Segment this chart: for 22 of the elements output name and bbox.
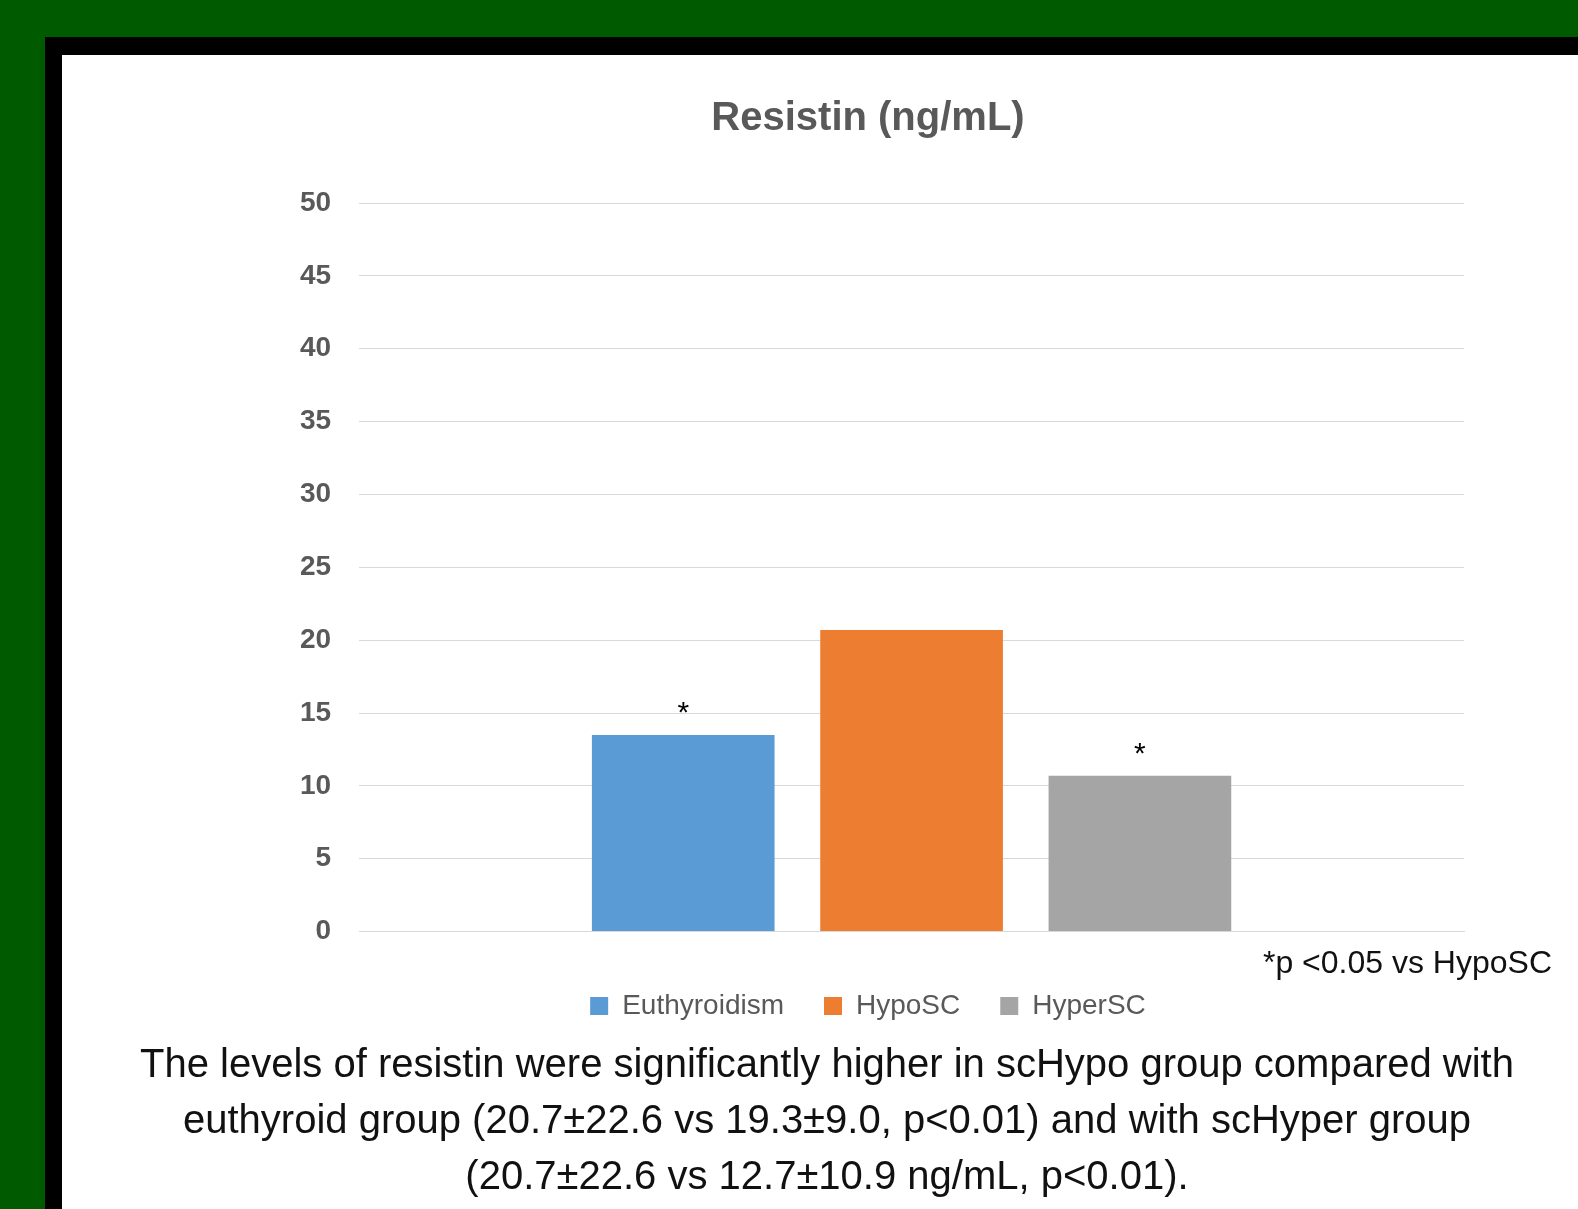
bar: [820, 629, 1003, 932]
y-tick-label: 5: [315, 841, 332, 873]
y-tick-label: 20: [299, 622, 332, 654]
data-label: *: [1134, 735, 1147, 769]
y-tick-label: 40: [299, 331, 332, 363]
text: *p <0.05 vs HypoSC: [1262, 943, 1552, 980]
legend-label: HyperSC: [1032, 988, 1146, 1020]
data-label: *: [677, 695, 690, 729]
y-tick-label: 30: [299, 477, 332, 509]
y-tick-label: 45: [299, 258, 332, 290]
chart-title: Resistin (ng/mL): [711, 94, 1025, 139]
y-tick-label: 10: [299, 768, 332, 800]
bar: [1048, 775, 1232, 932]
y-tick-label: 25: [299, 550, 332, 582]
legend-label: Euthyroidism: [622, 988, 784, 1020]
legend-label: HypoSC: [855, 988, 961, 1020]
bar: [591, 734, 775, 932]
text: The levels of resistin were significantly higher in scHypo group compared with euthyroid group (20.7±22.6 vs 19.3±9.0, p<0.01) and with scHyper group (20.7±22.6 vs 12.7±10.9 ng/mL, p<0.01).: [139, 1040, 1515, 1199]
y-tick-label: 0: [315, 914, 332, 946]
y-tick-label: 15: [299, 695, 332, 727]
y-tick-label: 50: [299, 185, 332, 217]
y-tick-label: 35: [299, 404, 332, 436]
